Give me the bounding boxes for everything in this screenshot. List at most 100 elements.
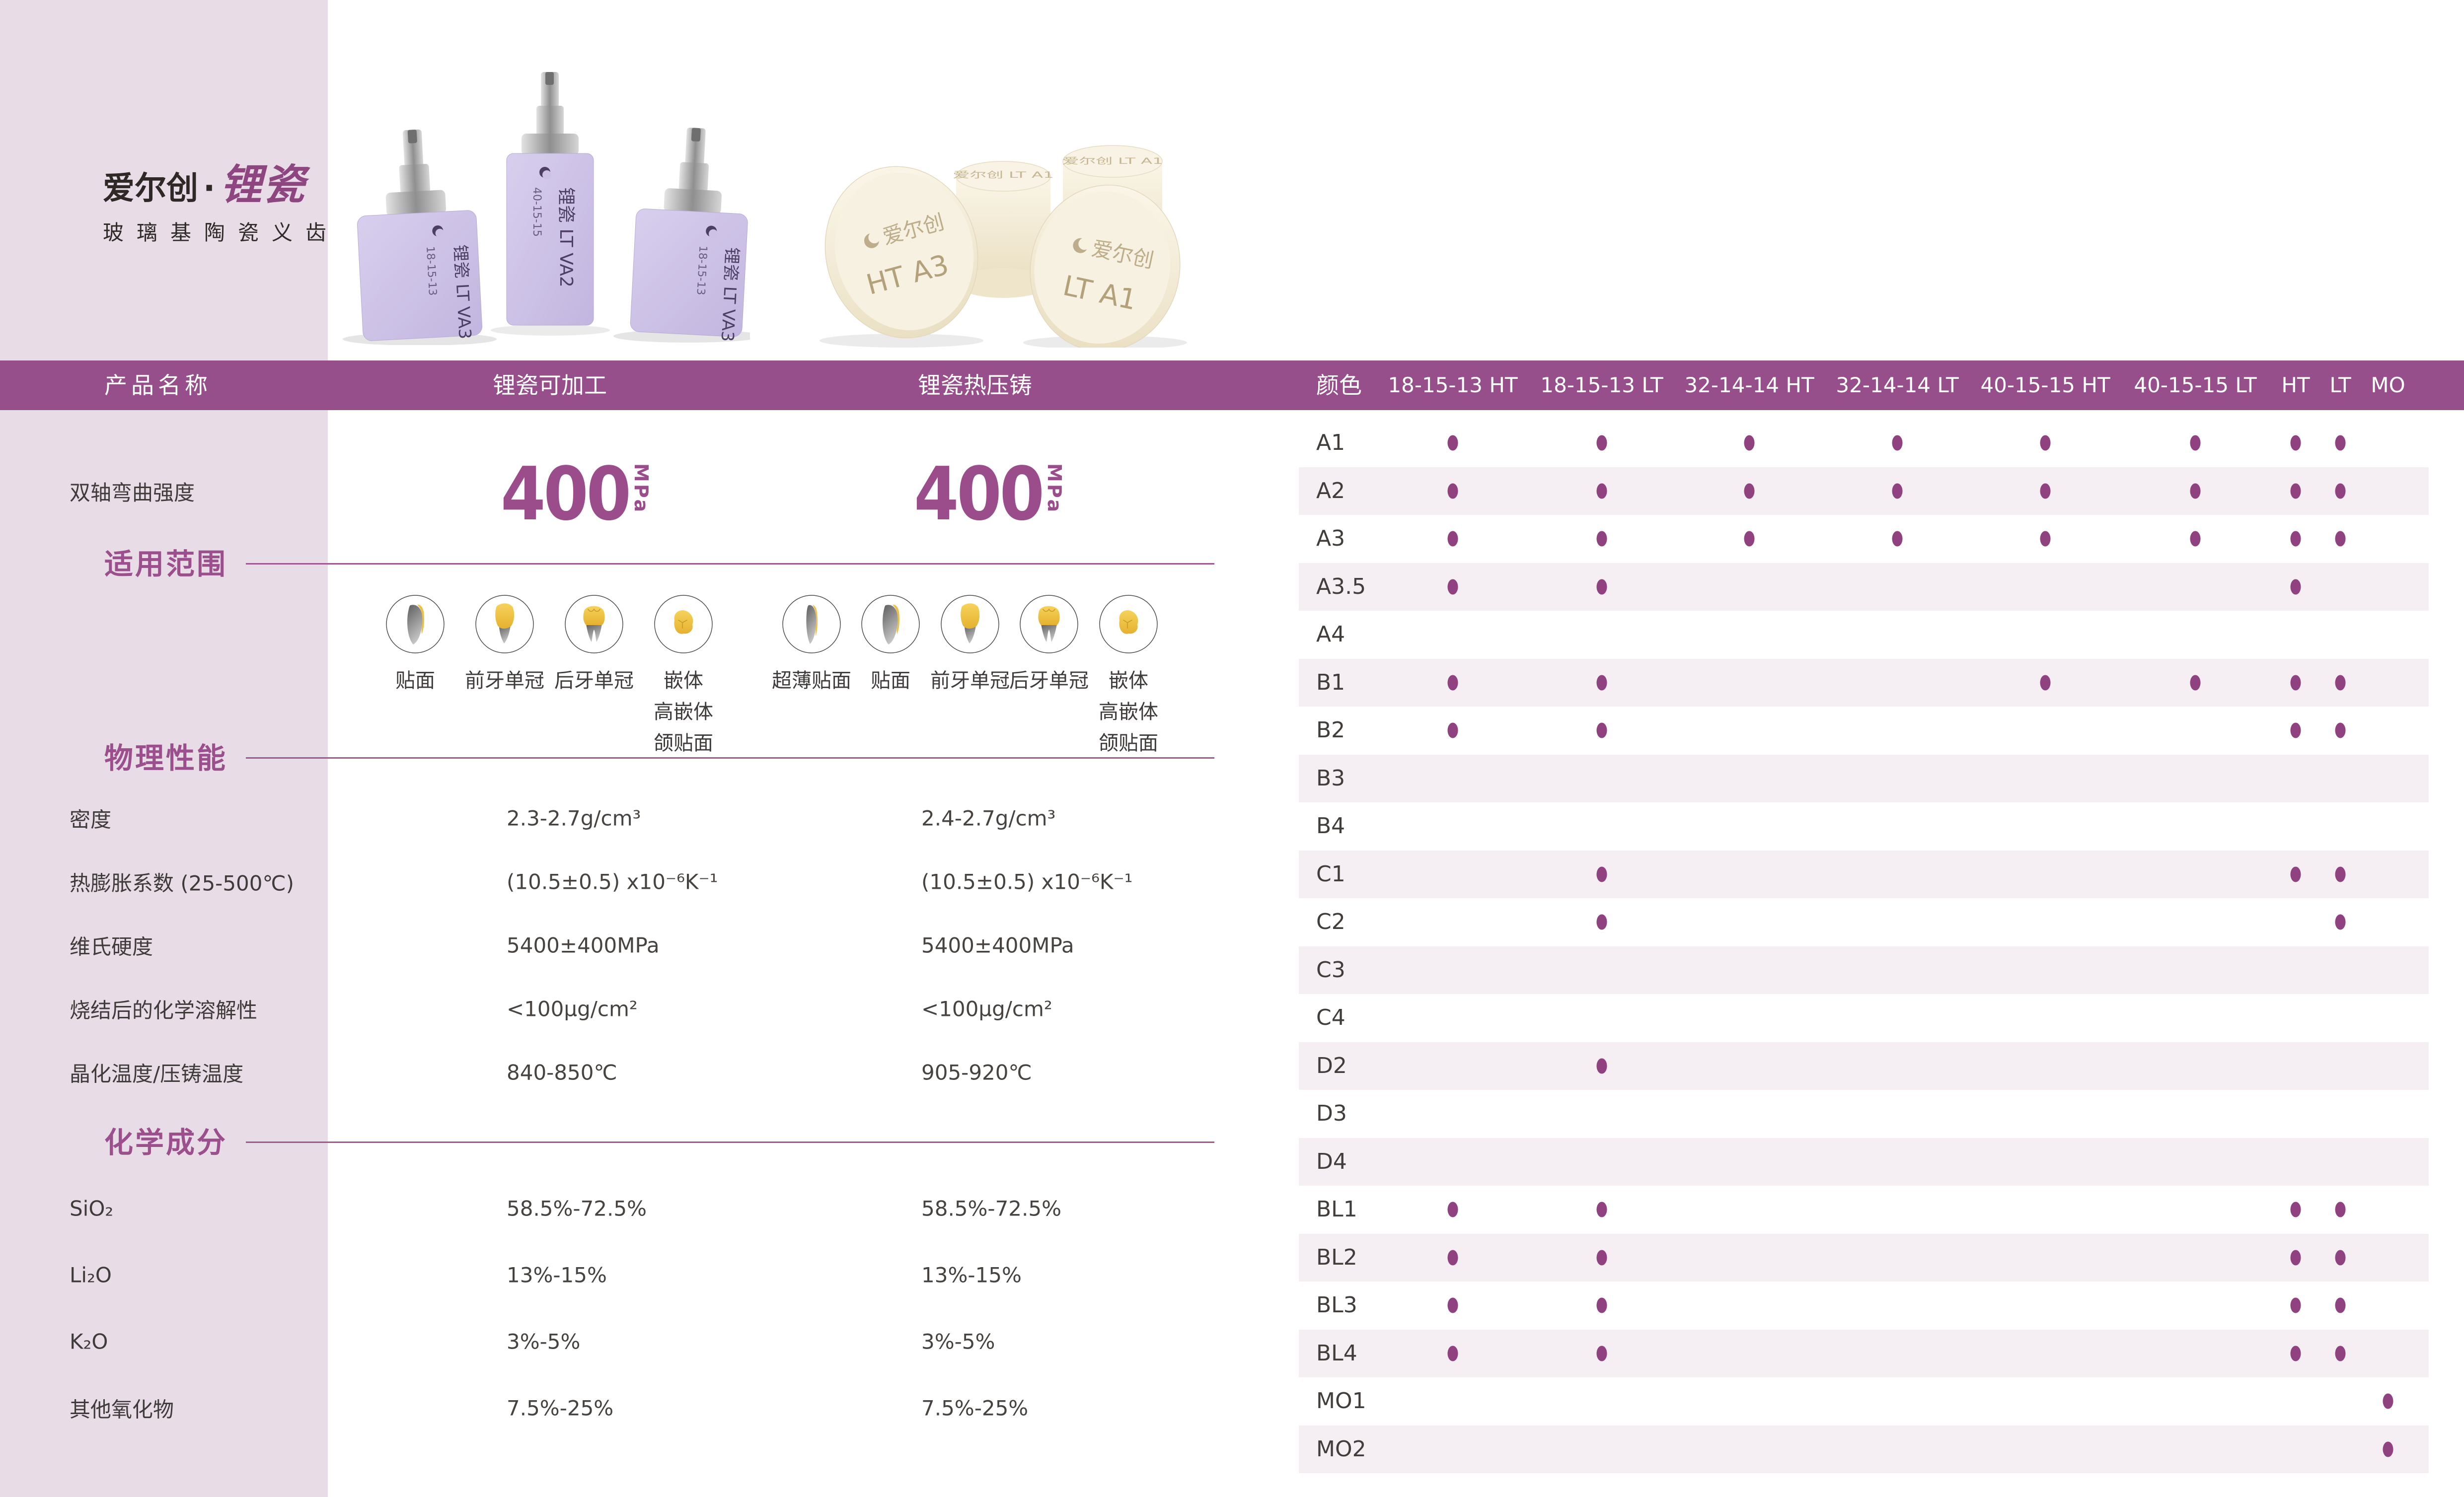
availability-dot <box>1596 435 1607 451</box>
shade-label: B1 <box>1316 669 1345 695</box>
header-size-col: 40-15-15 LT <box>2134 373 2257 397</box>
flexural-strength-machinable: 400 MPa <box>501 457 652 531</box>
cadcam-blocks-photo: 锂瓷 LT VA2 40-15-15 锂瓷 LT VA3 18-15-13 <box>343 42 762 347</box>
application-icon-posterior-crown <box>564 594 624 654</box>
property-value-pressable: 905-920℃ <box>921 1060 1032 1085</box>
section-divider <box>246 757 1214 759</box>
application-label: 后牙单冠 <box>534 665 654 697</box>
header-size-col: 18-15-13 LT <box>1540 373 1663 397</box>
availability-dot <box>1892 531 1903 547</box>
application-label-line: 嵌体 <box>1109 669 1148 692</box>
strength-unit: MPa <box>630 463 652 514</box>
property-value-machinable: 13%-15% <box>507 1263 607 1287</box>
shade-row: A3.5 <box>1299 563 2429 611</box>
cadcam-block-center: 锂瓷 LT VA2 40-15-15 <box>506 72 594 326</box>
property-value-machinable: <100μg/cm² <box>507 997 638 1021</box>
availability-dot <box>2290 483 2301 499</box>
header-size-col: 32-14-14 HT <box>1684 373 1814 397</box>
availability-dot <box>2290 675 2301 691</box>
availability-dot <box>2290 531 2301 547</box>
availability-dot <box>2190 435 2201 451</box>
availability-dot <box>1596 675 1607 691</box>
availability-dot <box>1596 1297 1607 1313</box>
tooth-icon-shape <box>965 625 976 643</box>
availability-dot <box>1447 1202 1458 1217</box>
property-label: 热膨胀系数 (25-500℃) <box>70 871 295 896</box>
application-label-line: 嵌体 <box>664 669 703 692</box>
shade-label: BL1 <box>1316 1197 1357 1222</box>
brand-subtitle: 玻璃基陶瓷义齿 <box>103 220 340 245</box>
application-label-line: 颌贴面 <box>1099 732 1158 755</box>
shade-label: B2 <box>1316 717 1345 743</box>
property-value-pressable: 5400±400MPa <box>921 933 1074 958</box>
tooth-icon-shape <box>893 604 899 634</box>
application-label-line: 贴面 <box>871 669 910 692</box>
shade-label: A1 <box>1316 430 1345 456</box>
property-value-machinable: 5400±400MPa <box>507 933 660 958</box>
tooth-icon-shape <box>806 605 817 644</box>
shade-availability-table: A1 A2 A3 A3.5 A4 B1 B2 B3 B4 C1 C2 C3 C4 D2 D3 D4 BL1 BL2… <box>1299 419 2429 1473</box>
brand-product-name: 锂瓷 <box>220 160 306 209</box>
application-icon-thin-veneer <box>782 594 841 654</box>
application-icon-veneer <box>385 594 445 654</box>
availability-dot <box>2335 866 2346 882</box>
availability-dot <box>2190 531 2201 547</box>
availability-dot <box>2040 675 2051 691</box>
application-icon-anterior-crown <box>940 594 1000 654</box>
application-label-line: 贴面 <box>395 669 435 692</box>
shade-row: A1 <box>1299 419 2429 467</box>
header-pressable: 锂瓷热压铸 <box>918 372 1032 399</box>
application-label: 嵌体 高嵌体 颌贴面 <box>1069 665 1188 759</box>
property-label: Li₂O <box>70 1263 112 1287</box>
brand-separator-dot: · <box>203 170 216 207</box>
availability-dot <box>1596 722 1607 738</box>
strength-row-label: 双轴弯曲强度 <box>70 480 195 505</box>
ingot-top-label: 爱尔创 LT A1 <box>1062 156 1163 166</box>
availability-dot <box>1596 866 1607 882</box>
tooth-icon-shape <box>499 625 511 643</box>
shade-label: D2 <box>1316 1053 1347 1078</box>
shade-row: MO1 <box>1299 1377 2429 1426</box>
shade-row: BL1 <box>1299 1186 2429 1234</box>
property-label: 密度 <box>70 807 112 832</box>
availability-dot <box>2335 675 2346 691</box>
tooth-icon-shape <box>1043 608 1055 612</box>
availability-dot <box>1447 1250 1458 1266</box>
property-label: 烧结后的化学溶解性 <box>70 998 258 1023</box>
availability-dot <box>1596 1202 1607 1217</box>
property-label: SiO₂ <box>70 1196 114 1221</box>
availability-dot <box>1447 531 1458 547</box>
property-value-pressable: 13%-15% <box>921 1263 1022 1287</box>
application-icon-posterior-crown <box>1019 594 1079 654</box>
availability-dot <box>1596 579 1607 595</box>
section-title-scope: 适用范围 <box>104 547 228 581</box>
shade-label: C1 <box>1316 861 1345 887</box>
shade-label: B3 <box>1316 765 1345 791</box>
header-size-col: 40-15-15 HT <box>1980 373 2110 397</box>
availability-dot <box>2190 675 2201 691</box>
shade-row: C1 <box>1299 850 2429 898</box>
application-label-line: 超薄贴面 <box>772 669 851 692</box>
availability-dot <box>2290 722 2301 738</box>
availability-dot <box>2335 914 2346 930</box>
header-size-col: LT <box>2329 373 2351 397</box>
property-value-pressable: 2.4-2.7g/cm³ <box>921 806 1056 831</box>
shade-row: BL4 <box>1299 1329 2429 1377</box>
table-header-bar: 产品名称 锂瓷可加工 锂瓷热压铸 颜色 18-15-13 HT 18-15-13 … <box>0 360 2464 410</box>
tooth-icon-shape <box>1041 624 1057 642</box>
availability-dot <box>2290 579 2301 595</box>
shade-label: B4 <box>1316 813 1345 839</box>
header-size-col: HT <box>2281 373 2310 397</box>
availability-dot <box>1596 1250 1607 1266</box>
header-machinable: 锂瓷可加工 <box>493 372 607 399</box>
availability-dot <box>2190 483 2201 499</box>
tooth-icon-shape <box>407 605 423 644</box>
availability-dot <box>2335 722 2346 738</box>
shade-label: D4 <box>1316 1148 1347 1174</box>
availability-dot <box>2290 866 2301 882</box>
availability-dot <box>2335 1297 2346 1313</box>
availability-dot <box>1447 722 1458 738</box>
press-ingots-photo: 爱尔创 LT A1 爱尔创 LT A1 爱尔创 HT A3 <box>785 119 1222 352</box>
ingot-disc-front-right: 爱尔创 LT A1 <box>1030 184 1181 352</box>
tooth-icon-shape <box>678 620 687 629</box>
